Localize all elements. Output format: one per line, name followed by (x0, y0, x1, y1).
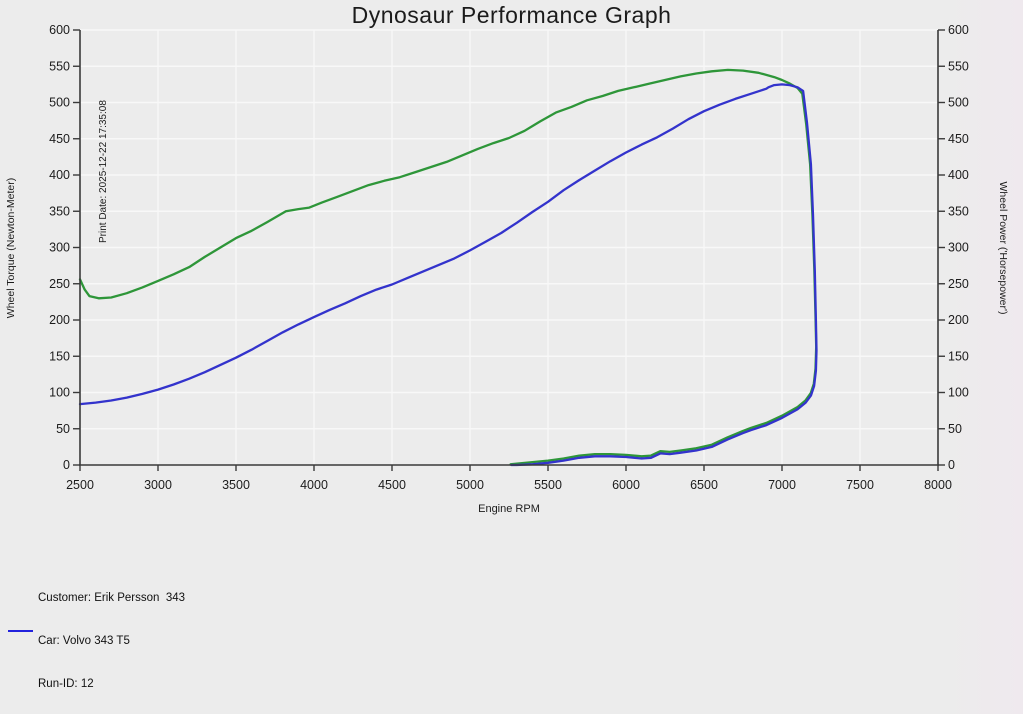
left-tick-label: 500 (49, 96, 70, 110)
right-tick-label: 550 (948, 59, 969, 73)
right-axis-title: Wheel Power ('Horsepower') (997, 182, 1009, 315)
x-tick-label: 6000 (612, 478, 640, 492)
right-tick-label: 250 (948, 277, 969, 291)
left-tick-label: 300 (49, 241, 70, 255)
left-tick-label: 600 (49, 23, 70, 37)
torque-curve (78, 68, 818, 466)
left-tick-label: 400 (49, 168, 70, 182)
right-tick-label: 100 (948, 386, 969, 400)
x-tick-label: 5500 (534, 478, 562, 492)
left-axis-title: Wheel Torque (Newton-Meter) (5, 178, 17, 318)
right-tick-label: 150 (948, 349, 969, 363)
right-tick-label: 200 (948, 313, 969, 327)
right-tick-label: 50 (948, 422, 962, 436)
left-tick-label: 0 (63, 458, 70, 472)
power-curve (78, 83, 818, 467)
right-tick-label: 450 (948, 132, 969, 146)
power-legend-line (8, 630, 33, 632)
left-tick-label: 100 (49, 386, 70, 400)
info-line-run-id: Run-ID: 12 (38, 678, 94, 691)
left-tick-label: 350 (49, 204, 70, 218)
x-tick-label: 4500 (378, 478, 406, 492)
right-tick-label: 600 (948, 23, 969, 37)
x-tick-label: 4000 (300, 478, 328, 492)
left-tick-label: 50 (56, 422, 70, 436)
x-tick-label: 3500 (222, 478, 250, 492)
left-tick-label: 550 (49, 59, 70, 73)
right-tick-label: 350 (948, 204, 969, 218)
left-tick-label: 450 (49, 132, 70, 146)
run-info-block: Customer: Erik Persson 343 Car: Volvo 34… (38, 562, 200, 714)
right-tick-label: 500 (948, 96, 969, 110)
left-tick-label: 200 (49, 313, 70, 327)
x-tick-label: 7500 (846, 478, 874, 492)
right-tick-label: 400 (948, 168, 969, 182)
right-tick-label: 300 (948, 241, 969, 255)
x-tick-label: 7000 (768, 478, 796, 492)
info-line-car: Car: Volvo 343 T5 (38, 635, 130, 648)
chart-title: Dynosaur Performance Graph (351, 2, 672, 28)
left-tick-label: 250 (49, 277, 70, 291)
info-line-customer: Customer: Erik Persson 343 (38, 591, 186, 604)
right-tick-label: 0 (948, 458, 955, 472)
x-axis-title: Engine RPM (478, 503, 540, 515)
x-tick-label: 5000 (456, 478, 484, 492)
print-date-note: Print Date: 2025-12-22 17:35:08 (98, 100, 109, 243)
dyno-plot: Print Date: 2025-12-22 17:35:08 0 0 50 50 100… (5, 23, 1009, 515)
x-tick-label: 8000 (924, 478, 952, 492)
x-tick-label: 3000 (144, 478, 172, 492)
x-tick-label: 2500 (66, 478, 94, 492)
left-tick-label: 150 (49, 349, 70, 363)
x-tick-label: 6500 (690, 478, 718, 492)
